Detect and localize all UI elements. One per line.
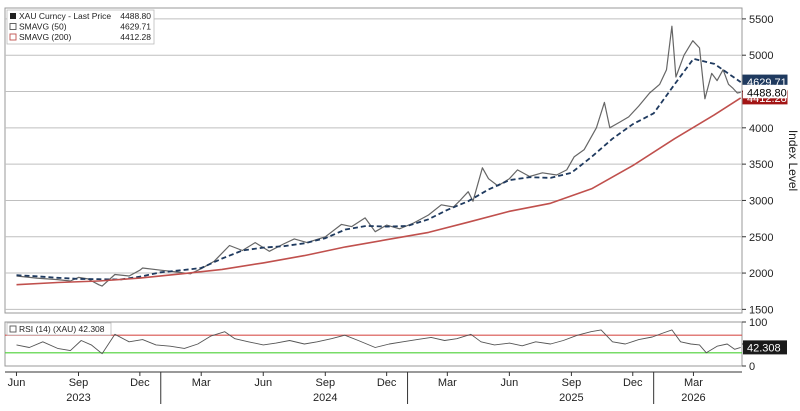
x-month-label: Mar bbox=[684, 377, 703, 389]
legend-box bbox=[6, 322, 112, 336]
value-tag-label: 42.308 bbox=[747, 342, 781, 354]
price-value-tag-top: 4488.80 bbox=[743, 85, 787, 99]
value-tag-box bbox=[743, 340, 787, 355]
price-tick-label: 3500 bbox=[749, 159, 773, 171]
legend-label: RSI (14) (XAU) 42.308 bbox=[19, 324, 105, 334]
price-legend: XAU Curncy - Last Price 4488.80 SMAVG (50)… bbox=[6, 9, 155, 45]
legend-rsi-swatch bbox=[9, 325, 17, 333]
legend-value: 4412.28 bbox=[120, 32, 151, 42]
price-tick-label: 3000 bbox=[749, 195, 773, 207]
price-line bbox=[16, 25, 741, 287]
x-month-label: Sep bbox=[315, 377, 335, 389]
price-tick-label: 2500 bbox=[749, 232, 773, 244]
x-year-label: 2024 bbox=[313, 392, 337, 404]
x-year-label: 2023 bbox=[66, 392, 90, 404]
x-month-label: Mar bbox=[438, 377, 457, 389]
y-axis-title: Index Level bbox=[786, 130, 800, 191]
sma50-line bbox=[16, 57, 742, 281]
x-year-label: 2026 bbox=[681, 392, 705, 404]
rsi-line bbox=[16, 329, 741, 355]
rsi-value-tag: 42.308 bbox=[743, 340, 787, 355]
legend-label: XAU Curncy - Last Price bbox=[19, 11, 111, 21]
rsi-tick-label: 0 bbox=[749, 361, 755, 373]
x-month-label: Dec bbox=[623, 377, 643, 389]
rsi-panel-frame bbox=[4, 321, 743, 367]
legend-value: 4488.80 bbox=[120, 11, 151, 21]
x-month-label: Sep bbox=[69, 377, 89, 389]
legend-value: 4629.71 bbox=[120, 22, 151, 32]
x-month-label: Jun bbox=[254, 377, 272, 389]
x-month-label: Mar bbox=[192, 377, 211, 389]
x-month-label: Dec bbox=[130, 377, 150, 389]
rsi-tick-label: 100 bbox=[749, 317, 767, 329]
x-year-label: 2025 bbox=[559, 392, 583, 404]
sma200-line bbox=[16, 97, 742, 286]
x-month-label: Jun bbox=[8, 377, 26, 389]
price-tick-label: 5500 bbox=[749, 14, 773, 26]
legend-price-swatch bbox=[10, 13, 16, 19]
value-tag-label: 4488.80 bbox=[747, 87, 787, 99]
x-month-label: Jun bbox=[500, 377, 518, 389]
price-tick-label: 5000 bbox=[749, 50, 773, 62]
legend-sma200-swatch bbox=[9, 33, 17, 41]
legend-box bbox=[6, 9, 155, 45]
price-tick-label: 2000 bbox=[749, 268, 773, 280]
price-tick-label: 4000 bbox=[749, 123, 773, 135]
price-tick-label: 1500 bbox=[749, 304, 773, 316]
rsi-legend: RSI (14) (XAU) 42.308 bbox=[6, 322, 112, 336]
value-tag-box bbox=[743, 85, 787, 99]
x-month-label: Sep bbox=[562, 377, 582, 389]
x-month-label: Dec bbox=[377, 377, 397, 389]
legend-label: SMAVG (200) bbox=[19, 32, 71, 42]
price-panel-frame bbox=[4, 7, 743, 314]
legend-sma50-swatch bbox=[9, 23, 17, 30]
legend-label: SMAVG (50) bbox=[19, 22, 67, 32]
